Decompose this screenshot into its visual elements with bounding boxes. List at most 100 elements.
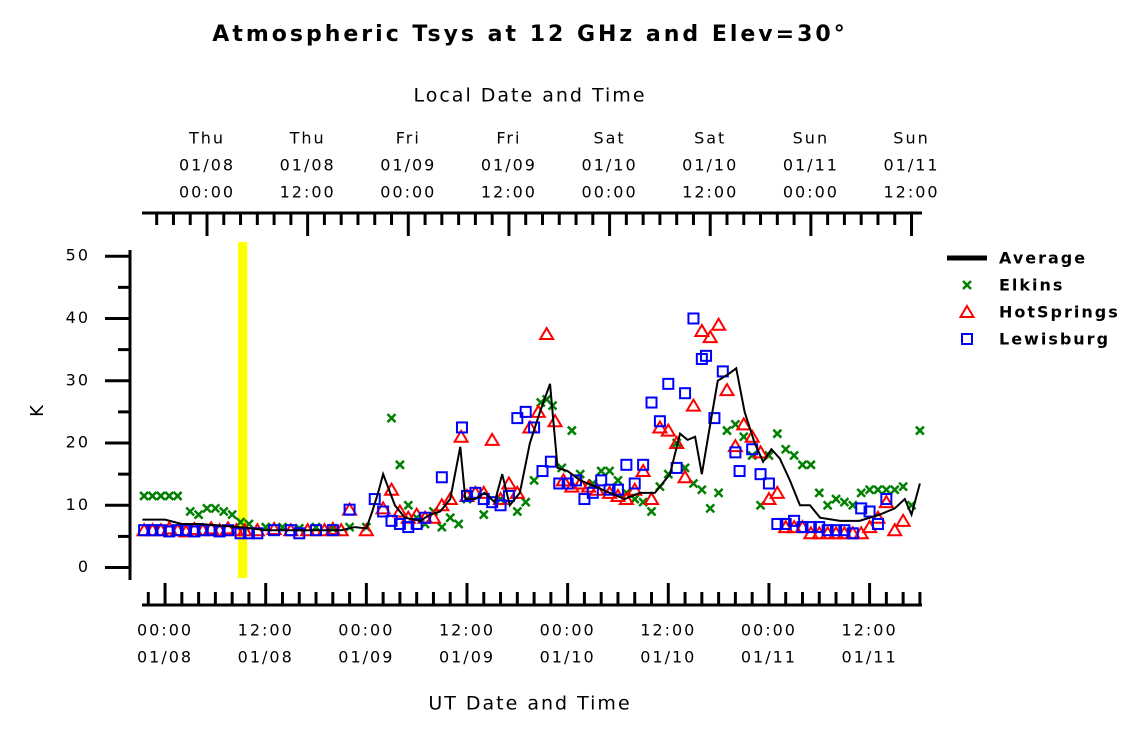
x2-tick-label: Thu (188, 129, 225, 148)
x2-tick-label: 00:00 (380, 183, 436, 202)
triangle-marker (374, 500, 392, 515)
elkins-marker (915, 425, 925, 436)
elkins-marker (831, 494, 841, 504)
elkins-marker (722, 425, 732, 436)
x2-axis-title: Local Date and Time (413, 85, 646, 107)
elkins-marker (386, 413, 397, 423)
triangle-marker (358, 522, 375, 537)
elkins-marker (478, 509, 489, 520)
triangle-marker (571, 475, 589, 490)
elkins-marker (705, 503, 716, 514)
elkins-marker (566, 425, 577, 436)
x2-tick-label: 12:00 (883, 183, 939, 202)
square-marker (377, 505, 390, 518)
triangle-marker (701, 329, 719, 344)
triangle-marker (886, 522, 903, 537)
x-tick-label: 00:00 (338, 621, 394, 640)
x2-tick-label: 01/11 (883, 156, 939, 175)
x2-tick-label: Fri (396, 129, 421, 148)
elkins-marker (164, 491, 175, 501)
square-marker (679, 387, 692, 400)
square-marker (871, 517, 884, 530)
x-tick-label: 01/10 (540, 648, 596, 667)
legend-symbol (962, 280, 972, 290)
square-marker (754, 468, 767, 481)
elkins-marker (646, 506, 657, 517)
elkins-marker (436, 522, 447, 532)
triangle-marker (643, 491, 660, 506)
elkins-marker (575, 469, 586, 480)
elkins-marker (797, 459, 808, 470)
square-marker (435, 471, 448, 484)
y-tick-label: 20 (66, 433, 90, 452)
elkins-marker (814, 487, 825, 498)
triangle-marker (324, 520, 342, 535)
x2-tick-label: 01/11 (783, 156, 839, 175)
x-tick-label: 12:00 (439, 621, 495, 640)
square-marker (855, 502, 868, 515)
square-marker (553, 477, 566, 490)
y-tick-label: 50 (66, 246, 90, 265)
triangle-marker (685, 397, 702, 412)
elkins-marker (529, 475, 539, 486)
square-marker (461, 489, 473, 502)
elkins-marker (395, 459, 405, 470)
x2-tick-label: 01/08 (280, 156, 336, 175)
square-marker (813, 521, 826, 534)
elkins-marker (789, 450, 799, 461)
elkins-marker (227, 509, 238, 520)
elkins-marker (218, 506, 229, 517)
square-marker (196, 524, 209, 537)
square-marker (385, 514, 398, 527)
square-marker (700, 349, 713, 362)
triangle-marker (391, 503, 409, 518)
x2-tick-label: 12:00 (481, 183, 537, 202)
x2-tick-label: Fri (496, 129, 521, 148)
square-marker (804, 521, 817, 534)
square-marker (653, 415, 666, 428)
x-tick-label: 01/11 (741, 648, 797, 667)
y-tick-label: 0 (78, 557, 90, 576)
square-marker (880, 493, 893, 506)
triangle-marker (769, 484, 786, 499)
square-marker (687, 312, 700, 325)
square-marker (708, 412, 721, 425)
triangle-marker (676, 469, 694, 484)
square-marker (821, 524, 834, 537)
legend-symbol (961, 333, 973, 345)
square-marker (171, 524, 184, 537)
square-marker (637, 458, 650, 471)
square-marker (402, 521, 415, 534)
triangle-marker (727, 438, 744, 453)
square-marker (662, 377, 675, 390)
elkins-marker (772, 428, 783, 439)
elkins-marker (520, 497, 531, 508)
elkins-marker (805, 459, 816, 470)
legend-label: Average (999, 249, 1087, 268)
elkins-marker (235, 517, 246, 527)
x2-tick-label: Sun (793, 129, 829, 148)
square-marker (586, 486, 599, 499)
y-tick-label: 40 (66, 308, 90, 327)
triangle-marker (546, 413, 564, 428)
x2-tick-label: 01/08 (179, 156, 235, 175)
elkins-marker (613, 475, 623, 486)
square-marker (645, 396, 658, 409)
x2-tick-label: Sat (593, 129, 625, 148)
legend-label: HotSprings (999, 303, 1120, 322)
elkins-marker (822, 500, 833, 511)
x-axis-title: UT Date and Time (428, 693, 631, 715)
square-marker (628, 477, 641, 490)
square-marker (146, 524, 159, 537)
square-marker (188, 525, 201, 538)
square-marker (180, 524, 193, 537)
elkins-marker (898, 481, 909, 492)
square-marker (511, 412, 524, 425)
x-tick-label: 01/10 (640, 648, 696, 667)
x-tick-label: 01/11 (842, 648, 898, 667)
legend-symbol (958, 304, 976, 318)
square-marker (846, 527, 859, 540)
x2-tick-label: 01/09 (481, 156, 537, 175)
triangle-marker (265, 520, 283, 535)
